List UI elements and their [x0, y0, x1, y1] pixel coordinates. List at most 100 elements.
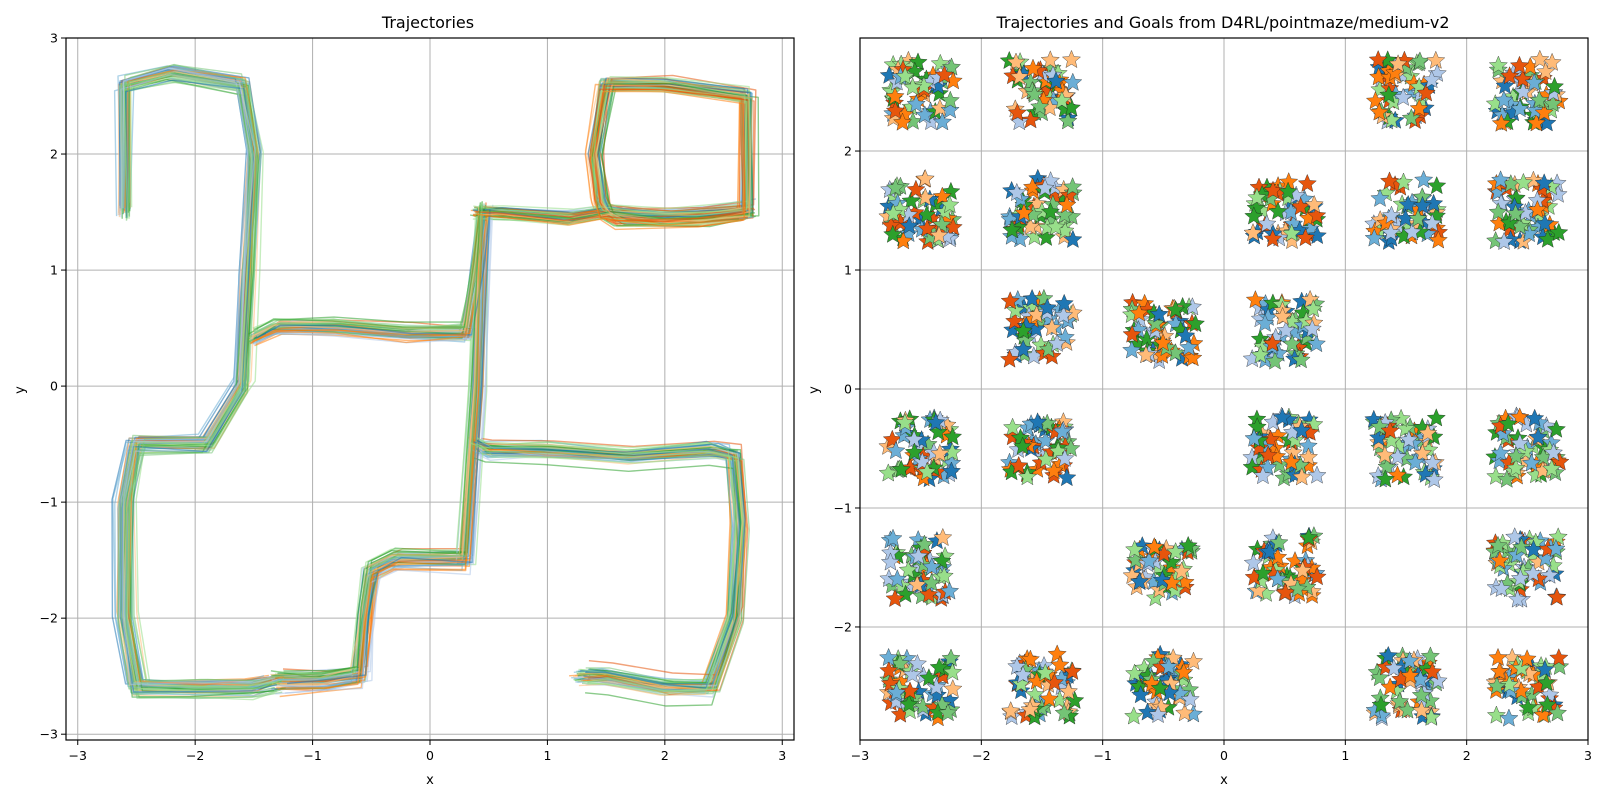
trajectory-line	[480, 77, 746, 218]
trajectory-line	[256, 209, 489, 682]
goal-star	[1428, 230, 1448, 249]
goal-star	[1491, 443, 1510, 462]
goal-star	[1243, 223, 1263, 242]
goal-star	[1302, 319, 1322, 338]
goal-star	[1542, 459, 1562, 478]
goal-star	[1547, 587, 1567, 606]
trajectory-line	[249, 209, 483, 685]
goal-star	[1176, 326, 1196, 345]
goal-star	[891, 459, 911, 478]
goal-star	[1063, 303, 1083, 322]
trajectory-line	[471, 442, 738, 689]
trajectory-line	[480, 445, 746, 692]
goal-star	[1180, 689, 1200, 708]
trajectory-line	[482, 442, 745, 687]
goal-star	[1424, 193, 1444, 212]
goal-star	[885, 178, 905, 197]
goal-star	[926, 412, 946, 431]
goal-star	[1525, 408, 1545, 427]
goal-star	[1488, 647, 1508, 666]
trajectory-line	[128, 70, 290, 683]
trajectory-line	[469, 442, 737, 692]
trajectory-line	[476, 87, 749, 225]
right-x-tick-label: −1	[1093, 748, 1111, 763]
goal-star	[1424, 469, 1444, 488]
goal-star	[1044, 461, 1064, 480]
goal-star	[929, 83, 949, 102]
trajectory-line	[127, 69, 291, 685]
goal-star	[1244, 428, 1264, 447]
trajectory-line	[479, 82, 755, 221]
goal-star	[1524, 73, 1544, 92]
goal-star	[913, 696, 933, 715]
trajectory-line	[122, 74, 274, 688]
goal-star	[1046, 71, 1066, 90]
right-x-tick-label: 3	[1584, 748, 1592, 763]
trajectory-line	[476, 441, 740, 694]
left-trajectory-lines	[111, 63, 760, 707]
goal-star	[1282, 223, 1302, 242]
goal-star	[934, 65, 954, 84]
goal-star	[1249, 438, 1269, 457]
goal-star	[1411, 685, 1431, 704]
trajectory-line	[479, 442, 746, 685]
goal-star	[906, 94, 926, 113]
goal-star	[943, 662, 963, 681]
trajectory-line	[478, 79, 751, 218]
goal-star	[1243, 553, 1263, 572]
trajectory-line	[258, 215, 490, 694]
trajectory-line	[476, 439, 747, 691]
goal-star	[1486, 466, 1506, 485]
goal-star	[926, 677, 946, 696]
goal-star	[1487, 676, 1507, 695]
goal-star	[1244, 206, 1264, 225]
goal-star	[878, 463, 898, 482]
goal-star	[1035, 663, 1055, 682]
trajectory-line	[265, 204, 494, 677]
trajectory-line	[476, 82, 747, 219]
goal-star	[1307, 465, 1327, 484]
goal-star	[1523, 170, 1543, 189]
goal-star	[1023, 58, 1043, 77]
trajectory-line	[480, 452, 746, 695]
goal-star	[1139, 551, 1159, 570]
goal-star	[1506, 446, 1526, 465]
goal-star	[1369, 67, 1389, 86]
goal-star	[941, 461, 961, 480]
trajectory-line	[479, 80, 752, 220]
trajectory-line	[477, 447, 740, 687]
left-y-tick-label: 0	[50, 379, 58, 394]
goal-star	[1247, 187, 1267, 206]
trajectory-line	[256, 208, 491, 685]
right-ticks: −3 −2 −1 0 1 2 3 −2 −1 0 1 2	[834, 144, 1592, 763]
left-y-tick-label: −1	[40, 495, 58, 510]
trajectory-line	[476, 448, 739, 696]
goal-star	[1369, 102, 1389, 121]
left-x-tick-label: −3	[69, 748, 87, 763]
goal-star	[933, 527, 953, 546]
goal-star	[1508, 589, 1528, 608]
trajectory-line	[253, 205, 483, 679]
goal-star	[898, 560, 918, 579]
left-y-axis-label: y	[13, 386, 28, 394]
goal-star	[900, 681, 920, 700]
goal-star	[1039, 689, 1059, 708]
goal-star	[1138, 702, 1158, 721]
goal-star	[1028, 412, 1048, 431]
left-x-tick-label: 0	[426, 748, 434, 763]
trajectory-line	[473, 441, 741, 689]
trajectory-line	[478, 442, 743, 684]
goal-star	[1384, 658, 1404, 677]
goals-panel: Trajectories and Goals from D4RL/pointma…	[807, 13, 1592, 788]
goal-star	[1426, 50, 1446, 69]
right-y-tick-label: 0	[844, 382, 852, 397]
trajectory-line	[249, 217, 481, 690]
goal-star	[922, 557, 942, 576]
goal-star	[1381, 222, 1401, 241]
goal-star	[1042, 318, 1062, 337]
goal-star	[1036, 227, 1056, 246]
trajectory-line	[473, 440, 745, 688]
goal-star	[1009, 455, 1029, 474]
trajectory-line	[468, 442, 733, 692]
goal-star	[1017, 467, 1037, 486]
